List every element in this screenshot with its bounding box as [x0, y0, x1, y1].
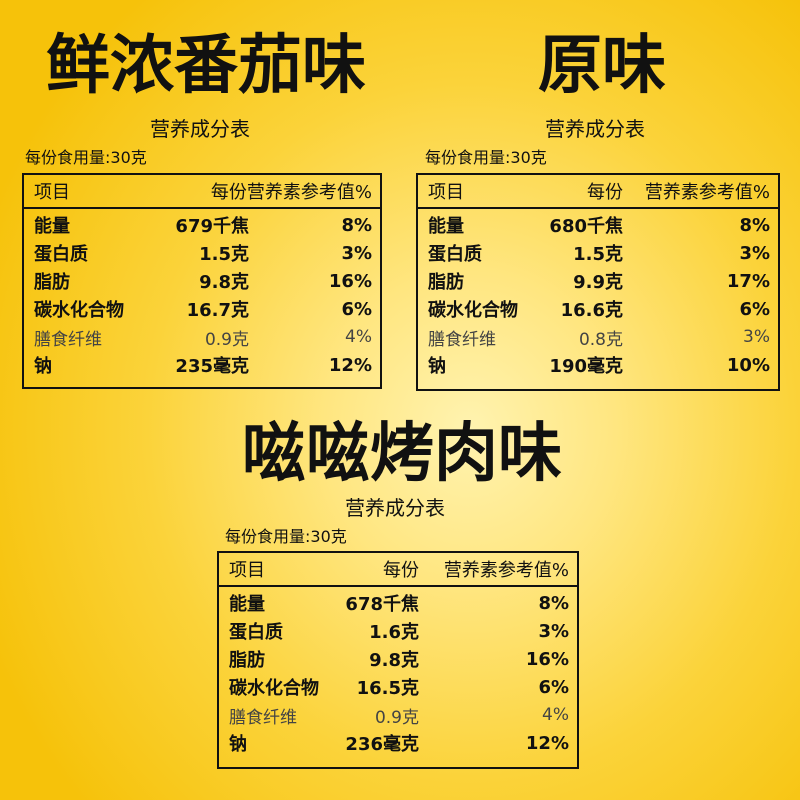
nutrient-name: 碳水化合物 — [428, 300, 518, 321]
nutrient-amount: 678千焦 — [345, 594, 419, 615]
table-header-row: 项目 每份 营养素参考值% — [219, 553, 577, 587]
nutrient-nrv: 16% — [525, 648, 569, 670]
header-item: 项目 — [229, 560, 265, 581]
nutrient-nrv: 6% — [739, 298, 770, 320]
original-nutrition-table: 项目 每份 营养素参考值% 能量 680千焦 8% 蛋白质 1.5克 3% 脂肪… — [416, 173, 780, 391]
nutrient-amount: 0.9克 — [204, 329, 249, 350]
nutrient-nrv: 3% — [538, 620, 569, 642]
table-row: 膳食纤维 0.9克 4% — [219, 701, 577, 729]
nutrient-nrv: 12% — [328, 354, 372, 376]
nutrient-name: 脂肪 — [229, 650, 265, 671]
table-row: 碳水化合物 16.5克 6% — [219, 673, 577, 701]
table-row: 膳食纤维 0.8克 3% — [418, 323, 778, 351]
nutrient-nrv: 8% — [538, 592, 569, 614]
bbq-nutrition-table: 项目 每份 营养素参考值% 能量 678千焦 8% 蛋白质 1.6克 3% 脂肪… — [217, 551, 579, 769]
nutrient-amount: 235毫克 — [175, 356, 249, 377]
nutrient-name: 碳水化合物 — [229, 678, 319, 699]
nutrient-name: 能量 — [229, 594, 265, 615]
table-row: 碳水化合物 16.6克 6% — [418, 295, 778, 323]
nutrient-amount: 190毫克 — [549, 356, 623, 377]
table-row: 蛋白质 1.5克 3% — [418, 239, 778, 267]
original-serving-size: 每份食用量:30克 — [425, 148, 547, 167]
table-row: 能量 679千焦 8% — [24, 211, 380, 239]
header-per-serving: 每份 — [210, 182, 247, 203]
table-row: 蛋白质 1.5克 3% — [24, 239, 380, 267]
original-table-caption: 营养成分表 — [545, 117, 645, 141]
table-row: 钠 190毫克 10% — [418, 351, 778, 379]
table-row: 能量 680千焦 8% — [418, 211, 778, 239]
nutrient-nrv: 4% — [345, 327, 372, 347]
nutrient-amount: 1.5克 — [573, 244, 623, 265]
tomato-flavor-title: 鲜浓番茄味 — [46, 29, 366, 103]
nutrient-name: 钠 — [428, 356, 446, 377]
nutrient-amount: 1.5克 — [199, 244, 249, 265]
nutrient-amount: 16.7克 — [186, 300, 249, 321]
header-item: 项目 — [428, 182, 464, 203]
table-row: 脂肪 9.8克 16% — [219, 645, 577, 673]
nutrient-name: 蛋白质 — [229, 622, 283, 643]
nutrient-amount: 679千焦 — [175, 216, 249, 237]
nutrient-nrv: 3% — [743, 327, 770, 347]
bbq-flavor-title: 嗞嗞烤肉味 — [242, 417, 562, 491]
table-row: 碳水化合物 16.7克 6% — [24, 295, 380, 323]
nutrient-amount: 9.9克 — [573, 272, 623, 293]
nutrient-amount: 16.6克 — [560, 300, 623, 321]
table-row: 蛋白质 1.6克 3% — [219, 617, 577, 645]
tomato-nutrition-table: 项目 每份 营养素参考值% 能量 679千焦 8% 蛋白质 1.5克 3% 脂肪… — [22, 173, 382, 389]
bbq-table-caption: 营养成分表 — [345, 496, 445, 520]
nutrient-name: 脂肪 — [428, 272, 464, 293]
nutrient-nrv: 12% — [525, 732, 569, 754]
nutrient-name: 碳水化合物 — [34, 300, 124, 321]
nutrient-amount: 680千焦 — [549, 216, 623, 237]
nutrient-amount: 16.5克 — [356, 678, 419, 699]
nutrient-nrv: 4% — [542, 705, 569, 725]
table-row: 膳食纤维 0.9克 4% — [24, 323, 380, 351]
table-header-row: 项目 每份 营养素参考值% — [418, 175, 778, 209]
nutrient-name: 能量 — [34, 216, 70, 237]
nutrient-nrv: 3% — [739, 242, 770, 264]
nutrient-nrv: 6% — [538, 676, 569, 698]
original-flavor-title: 原味 — [538, 29, 666, 103]
nutrient-name: 蛋白质 — [428, 244, 482, 265]
nutrient-nrv: 6% — [341, 298, 372, 320]
header-nrv: 营养素参考值% — [443, 560, 569, 581]
nutrient-amount: 1.6克 — [369, 622, 419, 643]
header-nrv: 营养素参考值% — [644, 182, 770, 203]
header-item: 项目 — [34, 182, 70, 203]
table-row: 钠 236毫克 12% — [219, 729, 577, 757]
header-per-serving: 每份 — [587, 182, 623, 203]
nutrient-nrv: 8% — [739, 214, 770, 236]
tomato-serving-size: 每份食用量:30克 — [25, 148, 147, 167]
nutrient-amount: 0.8克 — [578, 329, 623, 350]
table-row: 能量 678千焦 8% — [219, 589, 577, 617]
table-row: 脂肪 9.8克 16% — [24, 267, 380, 295]
nutrient-amount: 236毫克 — [345, 734, 419, 755]
nutrient-amount: 9.8克 — [369, 650, 419, 671]
nutrient-nrv: 8% — [341, 214, 372, 236]
nutrient-nrv: 17% — [726, 270, 770, 292]
nutrient-name: 膳食纤维 — [428, 329, 496, 350]
nutrient-name: 能量 — [428, 216, 464, 237]
nutrient-name: 膳食纤维 — [34, 329, 102, 350]
header-per-serving: 每份 — [383, 560, 419, 581]
nutrient-name: 膳食纤维 — [229, 707, 297, 728]
nutrient-amount: 9.8克 — [199, 272, 249, 293]
tomato-table-caption: 营养成分表 — [150, 117, 250, 141]
nutrient-name: 钠 — [229, 734, 247, 755]
nutrient-nrv: 16% — [328, 270, 372, 292]
nutrient-name: 脂肪 — [34, 272, 70, 293]
table-row: 钠 235毫克 12% — [24, 351, 380, 379]
table-row: 脂肪 9.9克 17% — [418, 267, 778, 295]
nutrient-nrv: 3% — [341, 242, 372, 264]
nutrient-amount: 0.9克 — [374, 707, 419, 728]
nutrient-name: 钠 — [34, 356, 52, 377]
nutrient-nrv: 10% — [726, 354, 770, 376]
table-header-row: 项目 每份 营养素参考值% — [24, 175, 380, 209]
nutrient-name: 蛋白质 — [34, 244, 88, 265]
header-nrv: 营养素参考值% — [246, 182, 372, 203]
bbq-serving-size: 每份食用量:30克 — [225, 527, 347, 546]
